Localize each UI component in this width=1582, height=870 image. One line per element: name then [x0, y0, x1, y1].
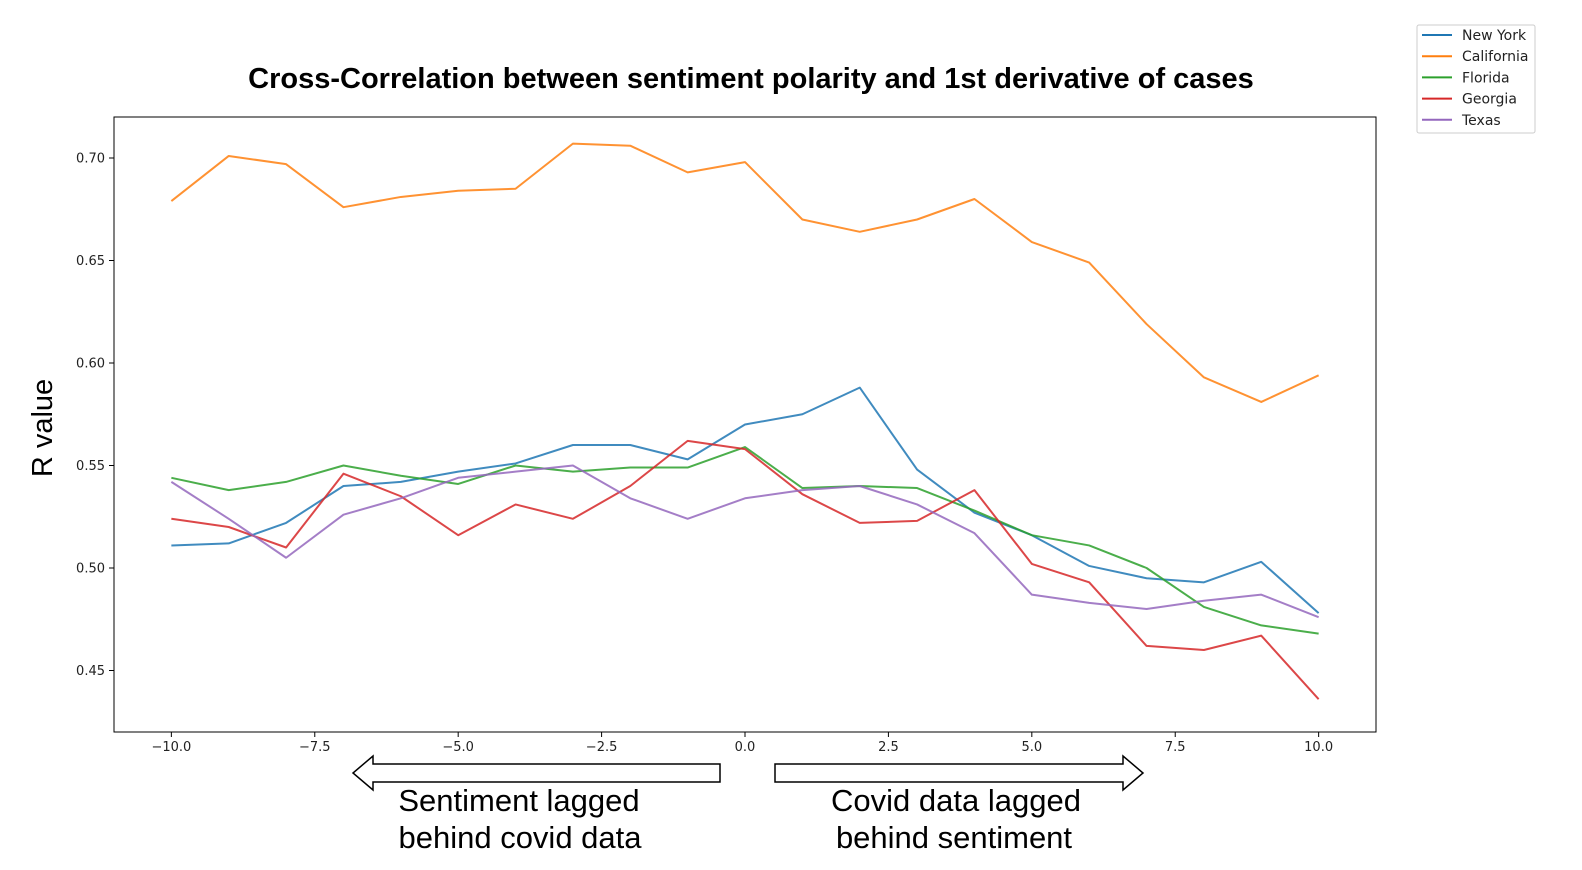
y-axis-ticks: 0.45 0.50 0.55 0.60 0.65 0.70	[76, 152, 114, 679]
y-tick-label: 0.70	[76, 152, 105, 167]
y-tick-label: 0.45	[76, 664, 105, 679]
left-arrow	[351, 754, 721, 792]
legend-label-california: California	[1462, 49, 1528, 65]
right-annotation-line1: Covid data lagged	[831, 783, 1081, 818]
x-tick-label: 5.0	[1021, 740, 1042, 755]
series-line-florida	[171, 446, 1319, 635]
x-tick-label: 0.0	[735, 740, 756, 755]
x-tick-label: −7.5	[299, 740, 331, 755]
x-tick-label: 10.0	[1304, 740, 1333, 755]
legend-box	[1416, 24, 1536, 134]
x-axis-ticks: −10.0 −7.5 −5.0 −2.5 0.0 2.5 5.0 7.5 10.0	[151, 732, 1333, 755]
legend: New York California Florida Georgia Texas	[1416, 24, 1536, 134]
x-tick-label: −2.5	[586, 740, 618, 755]
series-line-texas	[170, 464, 1320, 619]
y-tick-label: 0.50	[76, 562, 105, 577]
y-tick-label: 0.65	[76, 254, 105, 269]
x-tick-label: 7.5	[1165, 740, 1186, 755]
series-line-california	[170, 142, 1320, 403]
legend-label-georgia: Georgia	[1462, 92, 1517, 108]
x-tick-label: −5.0	[442, 740, 474, 755]
legend-label-new-york: New York	[1462, 28, 1527, 44]
series-line-new-york	[171, 386, 1320, 614]
x-tick-label: 2.5	[878, 740, 899, 755]
series-lines	[170, 142, 1320, 700]
right-annotation-line2: behind sentiment	[836, 820, 1072, 855]
series-line-georgia	[171, 439, 1320, 700]
y-tick-label: 0.55	[76, 459, 105, 474]
chart-title: Cross-Correlation between sentiment pola…	[248, 63, 1254, 95]
legend-label-florida: Florida	[1462, 70, 1510, 86]
left-annotation-line2: behind covid data	[398, 820, 642, 855]
y-tick-label: 0.60	[76, 357, 105, 372]
x-tick-label: −10.0	[151, 740, 191, 755]
y-axis-label: R value	[27, 379, 59, 477]
left-annotation-line1: Sentiment lagged	[398, 783, 639, 818]
right-arrow	[774, 754, 1145, 792]
legend-label-texas: Texas	[1461, 113, 1501, 129]
